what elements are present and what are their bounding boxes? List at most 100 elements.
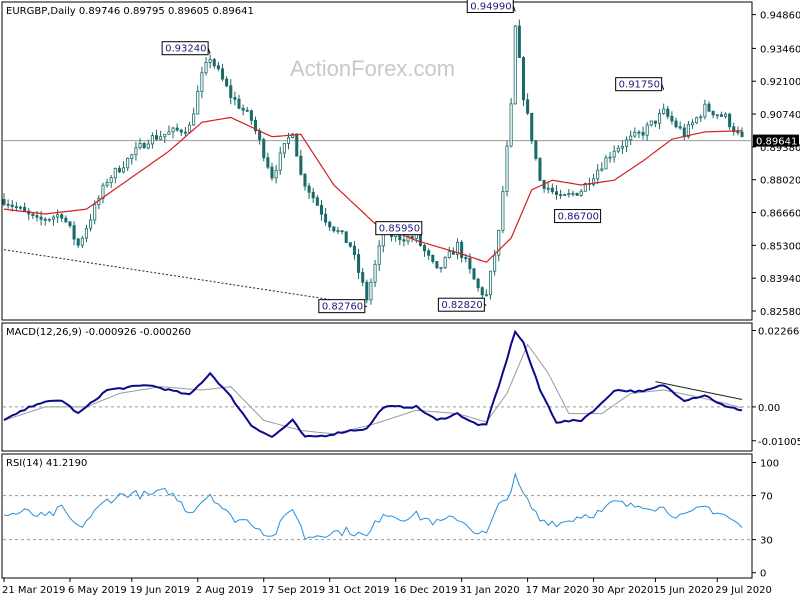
candle-body <box>171 127 175 133</box>
price-annotation: 0.93240 <box>161 41 211 56</box>
candle-body <box>583 182 587 192</box>
candle-body <box>138 143 142 149</box>
candle-body <box>616 147 620 152</box>
date-tick-label: 17 Mar 2020 <box>526 585 589 596</box>
candle-body <box>431 254 435 262</box>
candle-body <box>352 245 356 255</box>
candle <box>629 130 633 145</box>
candle <box>142 141 146 149</box>
candle <box>270 162 274 181</box>
candle <box>14 201 18 212</box>
candle <box>89 213 93 232</box>
candle-body <box>245 109 249 112</box>
date-tick-label: 30 Apr 2020 <box>592 585 654 596</box>
candle <box>443 256 447 270</box>
candle-body <box>600 168 604 171</box>
candle-body <box>484 294 488 297</box>
candle-body <box>146 143 150 149</box>
candle-body <box>670 115 674 122</box>
candle-body <box>286 137 291 144</box>
candle <box>303 172 307 191</box>
candle <box>546 182 550 194</box>
date-tick-label: 19 Jun 2019 <box>130 585 190 596</box>
annotation-label: 0.82820 <box>441 300 482 311</box>
candle <box>192 107 196 126</box>
candle <box>348 242 352 248</box>
price-tick-label: 0.92100 <box>760 77 800 88</box>
candle <box>373 259 377 288</box>
price-tick-label: 0.85300 <box>760 241 800 252</box>
candle <box>476 277 480 292</box>
candle-body <box>649 120 653 126</box>
candle-body <box>435 261 439 269</box>
rsi-series <box>3 472 752 541</box>
candle-body <box>196 91 200 115</box>
price-axis: 0.94860 0.93460 0.92100 0.90740 0.89380 0.880… <box>752 11 800 318</box>
candle-body <box>23 206 27 212</box>
candle <box>64 215 68 224</box>
candle <box>295 133 299 157</box>
candle <box>666 105 670 119</box>
candle <box>278 146 282 175</box>
candle-body <box>2 199 6 205</box>
candle-body <box>348 242 352 247</box>
candle-body <box>183 131 187 134</box>
candle-body <box>179 129 183 133</box>
candle-body <box>460 241 464 259</box>
candle <box>274 165 278 184</box>
candle-body <box>357 254 361 273</box>
candle <box>521 55 526 107</box>
candle-body <box>324 213 328 223</box>
candle <box>728 112 732 130</box>
price-tick-label: 0.93460 <box>760 44 800 55</box>
candle-body <box>6 203 10 206</box>
date-tick-label: 31 Jan 2020 <box>460 585 520 596</box>
candle-body <box>31 213 35 216</box>
annotation-label: 0.82760 <box>322 302 363 313</box>
candle <box>241 104 245 116</box>
candle-body <box>447 251 451 258</box>
candle <box>670 111 674 125</box>
annotation-box <box>161 41 209 56</box>
candle-body <box>427 250 431 256</box>
current-price-label: 0.89641 <box>756 137 797 148</box>
candle <box>501 185 505 234</box>
candle <box>122 161 126 174</box>
candle-body <box>690 122 695 126</box>
candle <box>229 79 233 105</box>
candle-body <box>513 25 517 105</box>
candle-body <box>328 221 332 228</box>
candle <box>616 145 620 154</box>
candle <box>472 268 476 280</box>
candle-body <box>344 231 348 244</box>
candle <box>146 139 150 150</box>
candle-body <box>633 131 637 137</box>
candle-body <box>699 116 703 119</box>
candle-body <box>155 135 159 140</box>
candle-body <box>60 214 64 219</box>
annotation-label: 0.93240 <box>165 44 206 55</box>
candle <box>526 93 530 116</box>
candle-body <box>666 108 670 117</box>
candle <box>113 167 117 184</box>
candle <box>423 243 427 257</box>
candle-body <box>550 187 554 193</box>
candle <box>571 190 575 197</box>
candle <box>352 240 356 260</box>
candle-body <box>56 214 60 218</box>
candle-body <box>707 103 711 112</box>
candle <box>253 116 258 135</box>
candle <box>291 133 295 139</box>
candle <box>18 205 23 210</box>
candle-body <box>159 136 163 140</box>
candle <box>534 139 538 161</box>
candle <box>563 193 567 197</box>
candle-body <box>220 68 225 80</box>
rsi-label: RSI(14) 41.2190 <box>6 458 87 469</box>
candle-body <box>10 204 14 207</box>
candle <box>484 289 488 297</box>
rsi-tick-label: 0 <box>760 569 766 580</box>
date-axis: 21 Mar 2019 6 May 2019 19 Jun 2019 2 Aug 20… <box>2 578 772 596</box>
candle <box>80 235 84 249</box>
